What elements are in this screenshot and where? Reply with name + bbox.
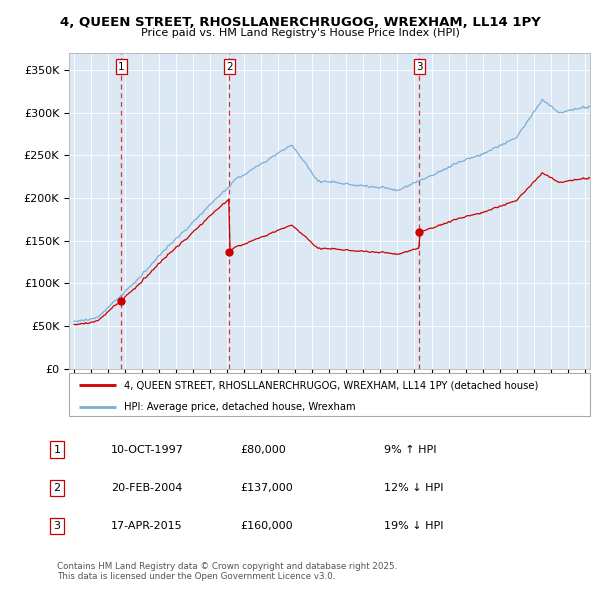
Text: £80,000: £80,000: [240, 445, 286, 454]
Text: 10-OCT-1997: 10-OCT-1997: [111, 445, 184, 454]
Text: £137,000: £137,000: [240, 483, 293, 493]
Text: Contains HM Land Registry data © Crown copyright and database right 2025.
This d: Contains HM Land Registry data © Crown c…: [57, 562, 397, 581]
Text: 4, QUEEN STREET, RHOSLLANERCHRUGOG, WREXHAM, LL14 1PY (detached house): 4, QUEEN STREET, RHOSLLANERCHRUGOG, WREX…: [124, 381, 538, 391]
Text: 4, QUEEN STREET, RHOSLLANERCHRUGOG, WREXHAM, LL14 1PY: 4, QUEEN STREET, RHOSLLANERCHRUGOG, WREX…: [59, 16, 541, 29]
Text: 17-APR-2015: 17-APR-2015: [111, 522, 182, 531]
Text: 1: 1: [53, 445, 61, 454]
Text: 19% ↓ HPI: 19% ↓ HPI: [384, 522, 443, 531]
Text: 2: 2: [226, 62, 233, 72]
Text: 3: 3: [53, 522, 61, 531]
Text: 9% ↑ HPI: 9% ↑ HPI: [384, 445, 437, 454]
Text: 20-FEB-2004: 20-FEB-2004: [111, 483, 182, 493]
Text: 3: 3: [416, 62, 423, 72]
Text: 12% ↓ HPI: 12% ↓ HPI: [384, 483, 443, 493]
Text: HPI: Average price, detached house, Wrexham: HPI: Average price, detached house, Wrex…: [124, 402, 355, 412]
Text: 2: 2: [53, 483, 61, 493]
Text: £160,000: £160,000: [240, 522, 293, 531]
Text: 1: 1: [118, 62, 125, 72]
Text: Price paid vs. HM Land Registry's House Price Index (HPI): Price paid vs. HM Land Registry's House …: [140, 28, 460, 38]
